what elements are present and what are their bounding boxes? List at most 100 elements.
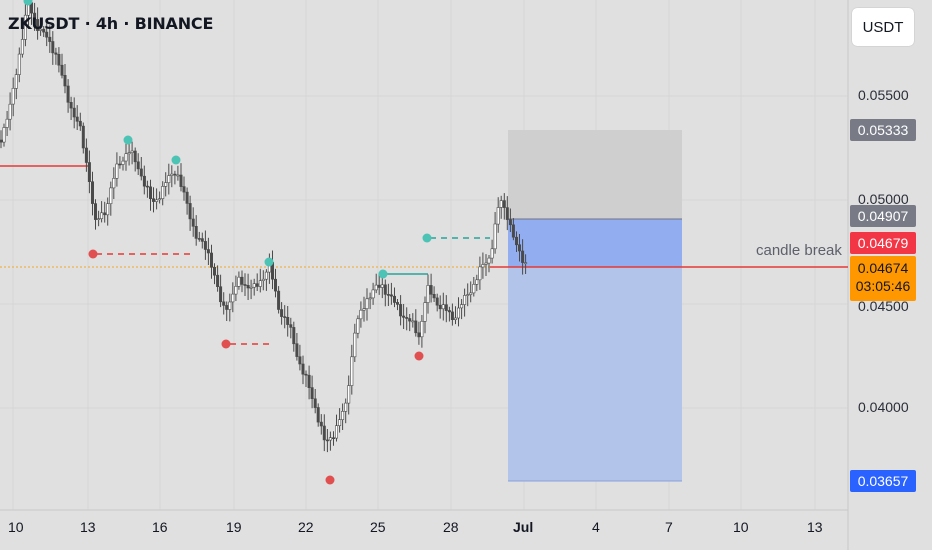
candle-body [310,387,314,400]
candle-body [191,218,195,227]
pivot-high-marker-icon [422,233,432,243]
candle-body [109,187,113,204]
candle-body [136,161,140,170]
candle-body [33,12,37,20]
time-tick: 4 [592,519,600,535]
candle-body [11,88,15,105]
candle-body [231,293,235,303]
candle-body [17,53,21,75]
last-price-label[interactable]: 0.04674 03:05:46 [850,256,916,301]
candle-body [463,295,467,305]
candle-body [374,284,378,291]
candle-body [206,249,210,254]
candle-body [60,64,64,76]
symbol-title[interactable]: ZKUSDT · 4h · BINANCE [8,14,214,33]
candle-body [499,200,503,208]
time-tick: 10 [733,519,749,535]
price-tick: 0.04500 [858,298,909,314]
candle-body [176,174,180,177]
candle-body [383,284,387,295]
pivot-low-marker-icon [221,339,231,349]
candle-body [386,294,390,296]
candle-body [210,252,214,268]
candle-body [408,318,412,322]
candle-body [277,290,281,310]
pivot-low-marker-icon [325,475,335,485]
candle-body [524,262,528,264]
candle-body [475,279,479,285]
candle-body [399,304,403,317]
candle-body [334,425,338,439]
candle-body [127,152,131,155]
candle-body [91,181,95,204]
candle-body [273,278,277,292]
pivot-high-marker-icon [378,269,388,279]
candle-body [158,198,162,201]
candle-body [42,28,46,33]
red-level-price-label[interactable]: 0.04679 [850,232,916,254]
stop-price-label[interactable]: 0.04907 [850,205,916,227]
candle-body [228,301,232,310]
candle-body [521,250,525,263]
candle-body [179,174,183,187]
candle-body [295,343,299,357]
candle-body [359,309,363,320]
candle-body [54,52,58,55]
candle-body [395,302,399,305]
candle-body [225,305,229,310]
grid [0,0,848,510]
candle-break-annotation[interactable]: candle break [756,242,842,259]
candle-body [496,207,500,225]
candlestick-series [0,0,528,453]
candle-body [23,14,27,40]
candle-body [405,317,409,319]
pivot-high-marker-icon [23,0,33,6]
candle-body [316,407,320,423]
candle-body [505,207,509,220]
pivot-high-marker-icon [264,257,274,267]
candle-body [350,356,354,386]
candle-body [57,53,61,66]
candle-body [75,116,79,122]
position-target-zone[interactable] [508,130,682,219]
candle-body [502,200,506,208]
candle-body [182,186,186,193]
candle-body [490,248,494,259]
candle-body [237,276,241,287]
candle-body [170,173,174,176]
candle-body [392,295,396,303]
candle-body [423,302,427,322]
candle-body [261,278,265,282]
candle-body [149,186,153,200]
candle-body [94,203,98,220]
candle-body [240,276,244,285]
candle-body [36,19,40,31]
time-tick: 16 [152,519,168,535]
candle-body [313,398,317,408]
candle-body [478,266,482,281]
candle-body [414,320,418,334]
position-entry-band[interactable] [508,219,682,267]
candle-body [469,292,473,295]
position-stop-zone[interactable] [508,267,682,481]
candle-body [365,298,369,309]
bottom-price-label[interactable]: 0.03657 [850,470,916,492]
candle-body [331,437,335,440]
candle-body [338,419,342,427]
candle-body [51,41,55,54]
currency-button[interactable]: USDT [852,8,914,46]
candle-body [341,410,345,420]
candle-body [45,31,49,38]
candle-body [142,175,146,187]
target-price-label[interactable]: 0.05333 [850,119,916,141]
candle-body [185,191,189,204]
candle-body [514,236,518,246]
candle-body [14,74,18,89]
candle-body [219,286,223,303]
candle-body [197,238,201,240]
time-tick: Jul [513,519,534,535]
candle-body [432,293,436,299]
candle-body [377,284,381,288]
price-tick: 0.05500 [858,87,909,103]
